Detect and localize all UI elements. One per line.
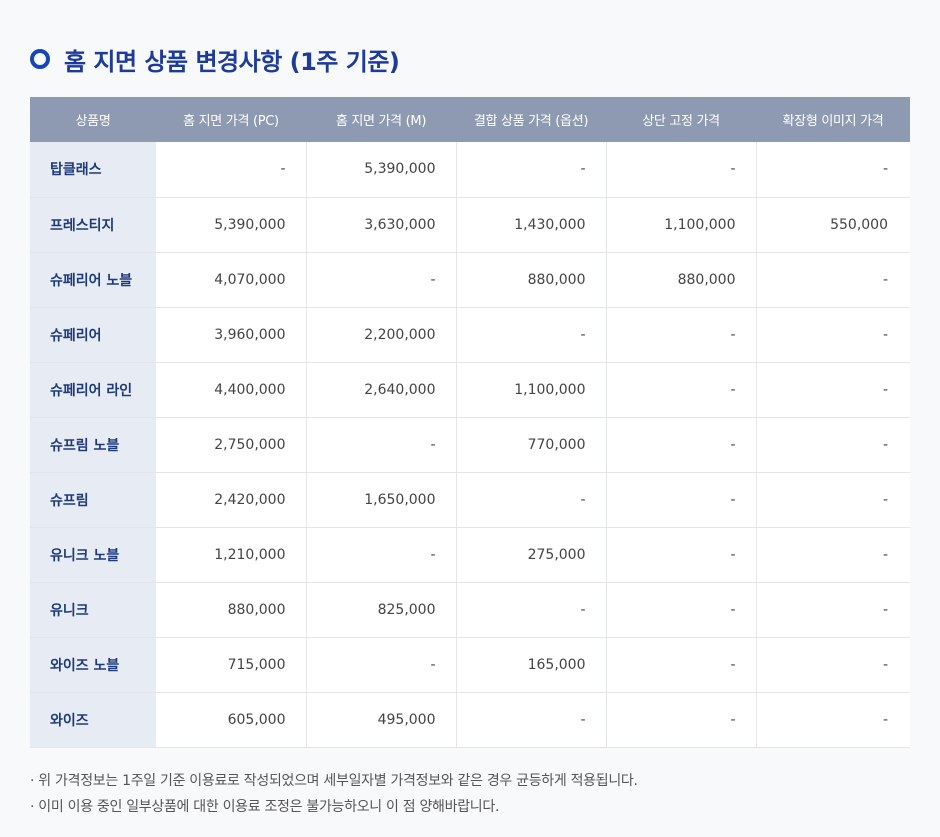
table-row: 와이즈 605,000 495,000- - - [30,692,910,748]
notes: · 위 가격정보는 1주일 기준 이용료로 작성되었으며 세부일자별 가격정보와… [30,768,910,820]
price-cell: 275,000 [456,527,607,583]
table-row: 슈프림 노블 2,750,000-770,000- - [30,417,910,473]
product-name-cell: 프레스티지 [30,197,156,253]
price-cell: - [306,417,457,473]
price-cell: - [306,252,457,308]
price-cell: - [756,527,910,583]
section-header: 홈 지면 상품 변경사항 (1주 기준) [30,40,400,78]
table-row: 탑클래스 -5,390,000- - - [30,142,910,198]
column-header: 홈 지면 가격 (M) [306,97,456,142]
price-cell: 2,640,000 [306,362,457,418]
product-name-cell: 유니크 [30,582,156,638]
product-name-cell: 와이즈 노블 [30,637,156,693]
price-cell: - [756,472,910,528]
product-name-cell: 슈프림 노블 [30,417,156,473]
price-cell: - [756,692,910,748]
price-cell: - [756,307,910,363]
price-cell: 825,000 [306,582,457,638]
price-cell: 4,070,000 [156,252,307,308]
price-cell: - [456,692,607,748]
table-row: 유니크 노블 1,210,000-275,000- - [30,527,910,583]
note-line: · 이미 이용 중인 일부상품에 대한 이용료 조정은 불가능하오니 이 점 양… [30,799,500,815]
ring-bullet-icon [30,49,50,69]
table-row: 슈페리어 노블 4,070,000-880,000 880,000- [30,252,910,308]
column-header: 확장형 이미지 가격 [756,97,910,142]
price-cell: 2,420,000 [156,472,307,528]
price-cell: 770,000 [456,417,607,473]
price-cell: 1,650,000 [306,472,457,528]
price-cell: 550,000 [756,197,910,253]
price-cell: - [606,637,757,693]
price-cell: 715,000 [156,637,307,693]
column-header: 상품명 [30,97,156,142]
price-cell: - [756,142,910,198]
price-cell: 880,000 [456,252,607,308]
price-cell: - [456,142,607,198]
product-name-cell: 슈페리어 노블 [30,252,156,308]
price-cell: - [606,142,757,198]
price-cell: 1,430,000 [456,197,607,253]
table-row: 슈프림 2,420,000 1,650,000- - - [30,472,910,528]
price-cell: - [606,362,757,418]
price-cell: 1,210,000 [156,527,307,583]
column-header: 상단 고정 가격 [606,97,756,142]
price-cell: - [306,527,457,583]
price-cell: 165,000 [456,637,607,693]
price-cell: - [456,307,607,363]
price-cell: - [456,582,607,638]
product-name-cell: 슈페리어 [30,307,156,363]
price-table: 상품명 홈 지면 가격 (PC) 홈 지면 가격 (M) 결합 상품 가격 (옵… [30,97,910,748]
table-header-row: 상품명 홈 지면 가격 (PC) 홈 지면 가격 (M) 결합 상품 가격 (옵… [30,97,910,142]
page-title: 홈 지면 상품 변경사항 (1주 기준) [64,47,400,76]
note-line: · 위 가격정보는 1주일 기준 이용료로 작성되었으며 세부일자별 가격정보와… [30,773,638,789]
price-cell: 605,000 [156,692,307,748]
table-row: 유니크 880,000 825,000- - - [30,582,910,638]
product-name-cell: 슈프림 [30,472,156,528]
price-cell: 880,000 [156,582,307,638]
price-cell: - [606,527,757,583]
table-row: 프레스티지 5,390,000 3,630,000 1,430,000 1,100,00… [30,197,910,253]
price-cell: - [756,637,910,693]
price-cell: - [756,362,910,418]
price-cell: 880,000 [606,252,757,308]
product-name-cell: 슈페리어 라인 [30,362,156,418]
price-cell: - [606,417,757,473]
price-cell: 2,200,000 [306,307,457,363]
column-header: 결합 상품 가격 (옵션) [456,97,606,142]
price-cell: 1,100,000 [606,197,757,253]
price-cell: - [456,472,607,528]
price-cell: - [606,582,757,638]
price-cell: - [756,417,910,473]
price-cell: 5,390,000 [306,142,457,198]
price-cell: - [156,142,307,198]
price-cell: - [306,637,457,693]
price-cell: - [606,307,757,363]
price-cell: 3,630,000 [306,197,457,253]
price-cell: - [606,692,757,748]
price-cell: 495,000 [306,692,457,748]
table-row: 슈페리어 라인 4,400,000 2,640,000 1,100,000- - [30,362,910,418]
price-cell: - [756,582,910,638]
table-row: 슈페리어 3,960,000 2,200,000- - - [30,307,910,363]
product-name-cell: 탑클래스 [30,142,156,198]
price-cell: - [606,472,757,528]
price-cell: - [756,252,910,308]
table-row: 와이즈 노블 715,000-165,000- - [30,637,910,693]
price-cell: 4,400,000 [156,362,307,418]
price-cell: 3,960,000 [156,307,307,363]
column-header: 홈 지면 가격 (PC) [156,97,306,142]
product-name-cell: 유니크 노블 [30,527,156,583]
price-cell: 2,750,000 [156,417,307,473]
price-cell: 5,390,000 [156,197,307,253]
product-name-cell: 와이즈 [30,692,156,748]
price-cell: 1,100,000 [456,362,607,418]
